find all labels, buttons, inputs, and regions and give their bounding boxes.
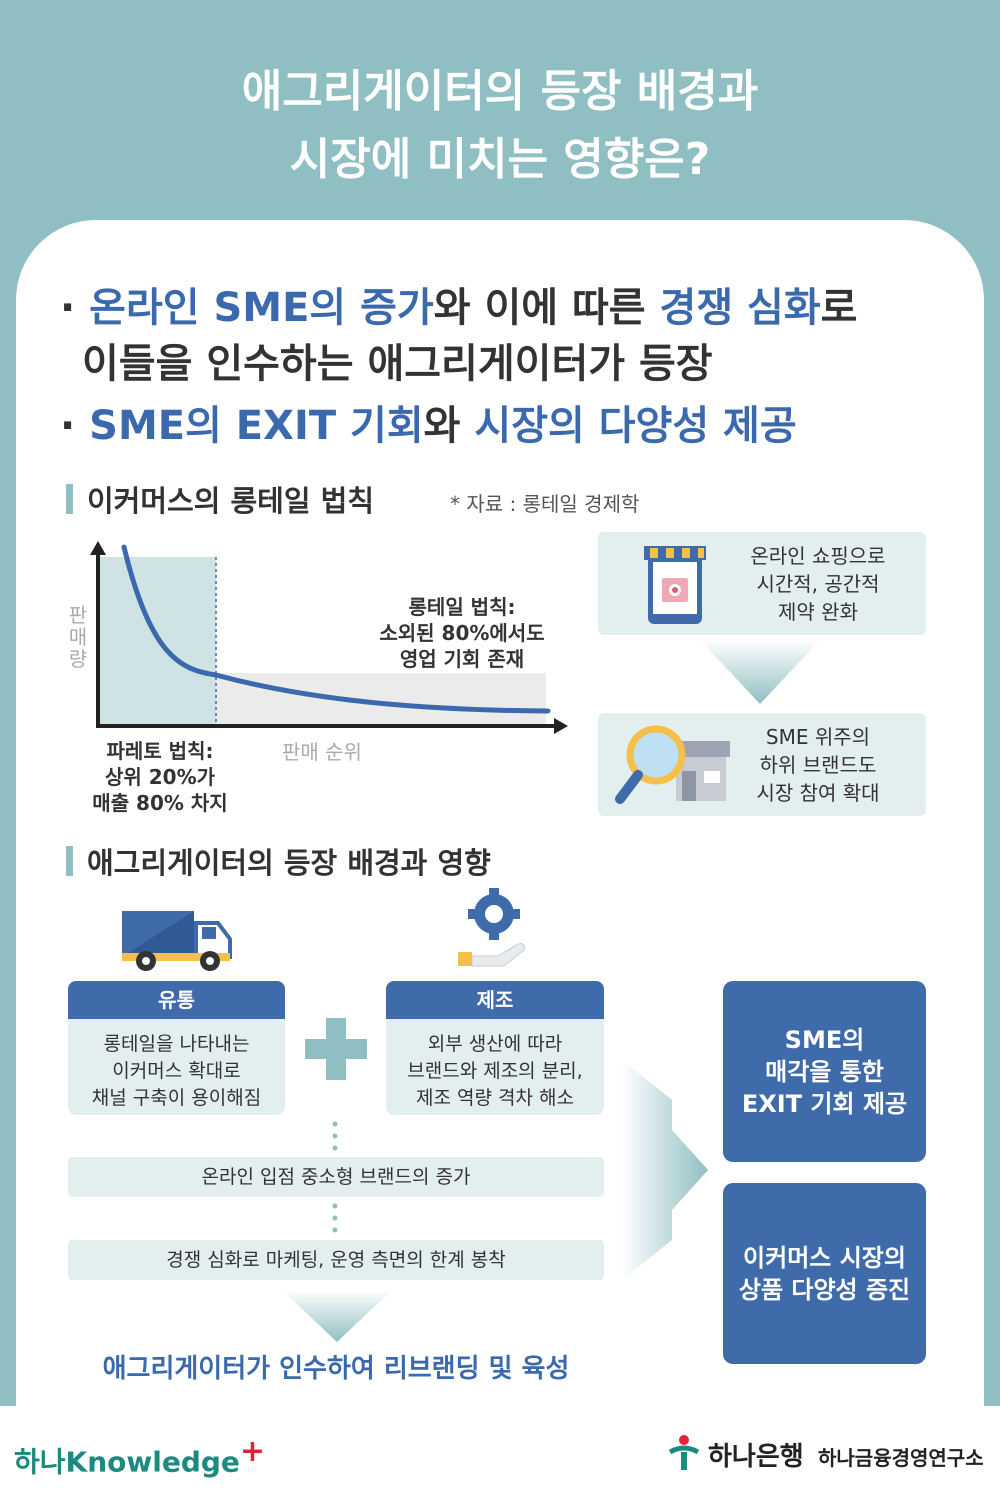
x-axis-arrow: [554, 718, 568, 734]
y-axis-label: 판매량: [68, 603, 88, 671]
manufacturing-header: 제조: [386, 981, 604, 1019]
footer: 하나Knowledge+ 하나은행 하나금융경영연구소: [0, 1406, 1000, 1500]
box-line: 시장 참여 확대: [756, 781, 880, 805]
manufacturing-body: 외부 생산에 따라 브랜드와 제조의 분리, 제조 역량 격차 해소: [386, 1019, 604, 1115]
distribution-header: 유통: [68, 981, 285, 1019]
magnifier-store-icon: [615, 725, 730, 804]
pareto-label: 파레토 법칙: 상위 20%가 매출 80% 차지: [70, 738, 250, 816]
down-arrow-icon: [700, 640, 820, 704]
step-2-box: 경쟁 심화로 마케팅, 운영 측면의 한계 봉착: [68, 1240, 604, 1280]
longtail-chart: [90, 541, 568, 734]
source-note: * 자료 : 롱테일 경제학: [450, 492, 640, 516]
longtail-curve: [121, 544, 551, 714]
section-2-title-text: 애그리게이터의 등장 배경과 영향: [87, 846, 491, 880]
dotted-connector: [332, 1203, 338, 1233]
hana-knowledge-logo: 하나Knowledge+: [14, 1434, 265, 1480]
exit-opportunity-box: SME의 매각을 통한 EXIT 기회 제공: [723, 981, 926, 1162]
bullet-1: · 온라인 SME의 증가와 이에 따른 경쟁 심화로: [60, 280, 960, 336]
diversity-box: 이커머스 시장의 상품 다양성 증진: [723, 1183, 926, 1364]
bullet-2-highlight-1: SME의 EXIT 기회: [89, 403, 424, 449]
section-1-title-text: 이커머스의 롱테일 법칙: [87, 484, 374, 518]
page-title: 애그리게이터의 등장 배경과 시장에 미치는 영향은?: [0, 58, 1000, 194]
pareto-label-line: 파레토 법칙:: [106, 739, 214, 763]
section-2-title: 애그리게이터의 등장 배경과 영향: [66, 840, 491, 882]
result-line: 이커머스 시장의: [743, 1243, 906, 1272]
y-axis-arrow: [90, 541, 106, 555]
dist-line: 이커머스 확대로: [112, 1060, 241, 1082]
longtail-area: [216, 673, 546, 725]
online-shopping-text: 온라인 쇼핑으로 시간적, 공간적 제약 완화: [728, 542, 908, 626]
distribution-body: 롱테일을 나타내는 이커머스 확대로 채널 구축이 용이해짐: [68, 1019, 285, 1115]
mobile-shop-icon: [644, 546, 706, 624]
result-line: 매각을 통한: [765, 1057, 884, 1086]
box-line: 시간적, 공간적: [756, 572, 880, 596]
result-line: EXIT 기회 제공: [741, 1089, 908, 1118]
bullet-1-text-1: 와 이에 따른: [433, 285, 660, 331]
box-line: SME 위주의: [765, 725, 871, 749]
institute-name: 하나금융경영연구소: [818, 1446, 984, 1470]
conclusion-text: 애그리게이터가 인수하여 리브랜딩 및 육성: [102, 1354, 570, 1384]
result-line: SME의: [784, 1025, 865, 1054]
logo-text: 하나Knowledge: [14, 1445, 240, 1479]
sme-participation-box: SME 위주의 하위 브랜드도 시장 참여 확대: [598, 713, 926, 816]
bullet-2: · SME의 EXIT 기회와 시장의 다양성 제공: [60, 398, 960, 454]
hana-bank-name: 하나은행: [708, 1442, 804, 1472]
truck-icon: [122, 911, 232, 971]
bullet-2-highlight-2: 시장의 다양성 제공: [474, 403, 797, 449]
mfg-line: 제조 역량 격차 해소: [416, 1087, 574, 1109]
dotted-connector: [332, 1121, 338, 1151]
section-1-title: 이커머스의 롱테일 법칙: [66, 478, 374, 520]
x-axis-label: 판매 순위: [282, 740, 362, 764]
section-bar: [66, 846, 73, 876]
title-line-2: 시장에 미치는 영향은?: [289, 134, 711, 185]
plus-icon: [305, 1018, 367, 1080]
longtail-label-line: 영업 기회 존재: [399, 647, 525, 671]
bullet-1-highlight-1: 온라인 SME의 증가: [89, 285, 434, 331]
pareto-label-line: 매출 80% 차지: [92, 791, 228, 815]
online-shopping-box: 온라인 쇼핑으로 시간적, 공간적 제약 완화: [598, 532, 926, 635]
down-arrow-icon: [282, 1290, 392, 1342]
box-line: 제약 완화: [778, 600, 858, 624]
pareto-label-line: 상위 20%가: [104, 765, 216, 789]
right-arrow-icon: [622, 1060, 708, 1280]
bullet-2-text-1: 와: [423, 403, 475, 449]
box-line: 온라인 쇼핑으로: [750, 544, 886, 568]
longtail-label: 롱테일 법칙: 소외된 80%에서도 영업 기회 존재: [352, 594, 572, 672]
plus-mark-icon: +: [239, 1434, 266, 1469]
sme-participation-text: SME 위주의 하위 브랜드도 시장 참여 확대: [728, 723, 908, 807]
bullet-dot: ·: [60, 285, 76, 331]
dist-line: 롱테일을 나타내는: [103, 1033, 250, 1055]
mfg-line: 브랜드와 제조의 분리,: [407, 1060, 583, 1082]
bullet-dot: ·: [60, 403, 76, 449]
hana-bank-symbol-icon: [668, 1435, 700, 1470]
longtail-label-line: 롱테일 법칙:: [408, 595, 516, 619]
step-1-box: 온라인 입점 중소형 브랜드의 증가: [68, 1157, 604, 1197]
mfg-line: 외부 생산에 따라: [427, 1033, 563, 1055]
title-line-1: 애그리게이터의 등장 배경과: [241, 66, 759, 117]
dist-line: 채널 구축이 용이해짐: [91, 1087, 262, 1109]
bullet-1-text-2: 로: [820, 285, 858, 331]
gear-hand-icon: [458, 888, 525, 967]
section-bar: [66, 484, 73, 514]
box-line: 하위 브랜드도: [759, 753, 877, 777]
longtail-label-line: 소외된 80%에서도: [379, 621, 545, 645]
bullet-1-line-2: 이들을 인수하는 애그리게이터가 등장: [82, 341, 713, 387]
bullet-1-highlight-2: 경쟁 심화: [659, 285, 821, 331]
result-line: 상품 다양성 증진: [738, 1275, 911, 1304]
